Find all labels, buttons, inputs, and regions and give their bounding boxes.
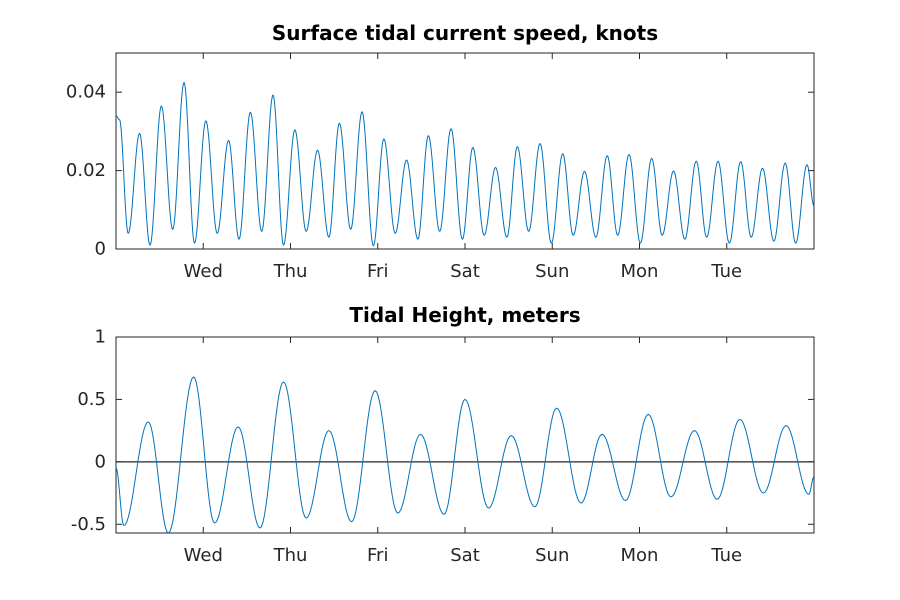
tidal-height-xtick-label-wed: Wed: [184, 545, 223, 566]
tidal-height-x-tick-labels: Wed Thu Fri Sat Sun Mon Tue: [184, 545, 743, 566]
tidal-height-ytick-label-1: 0: [95, 451, 106, 472]
current-speed-axes: [115, 52, 815, 250]
current-speed-xtick-label-fri: Fri: [367, 261, 388, 282]
current-speed-y-tick-labels: 0 0.02 0.04: [66, 82, 106, 260]
current-speed-xtick-label-sun: Sun: [535, 261, 569, 282]
tidal-height-series-line: [115, 376, 815, 534]
current-speed-panel: Surface tidal current speed, knots 0 0.0…: [66, 21, 815, 282]
tidal-height-xtick-label-fri: Fri: [367, 545, 388, 566]
tidal-height-axes: [115, 336, 815, 534]
tidal-height-ytick-label-2: 0.5: [77, 389, 106, 410]
current-speed-x-tick-labels: Wed Thu Fri Sat Sun Mon Tue: [184, 261, 743, 282]
tidal-height-panel: Tidal Height, meters -0.5 0 0.5 1 Wed Th…: [71, 303, 815, 566]
tidal-height-xtick-label-sat: Sat: [450, 545, 480, 566]
current-speed-series-line: [115, 81, 815, 247]
current-speed-xtick-label-sat: Sat: [450, 261, 480, 282]
tidal-height-ytick-label-3: 1: [95, 327, 106, 348]
tidal-height-xtick-label-sun: Sun: [535, 545, 569, 566]
tidal-height-ytick-label-0: -0.5: [71, 514, 106, 535]
current-speed-xtick-label-mon: Mon: [621, 261, 659, 282]
current-speed-xtick-label-thu: Thu: [273, 261, 308, 282]
current-speed-ytick-label-0: 0: [95, 239, 106, 260]
tidal-height-title: Tidal Height, meters: [349, 303, 580, 327]
current-speed-title: Surface tidal current speed, knots: [272, 21, 658, 45]
tidal-height-y-tick-labels: -0.5 0 0.5 1: [71, 327, 106, 535]
current-speed-xtick-label-wed: Wed: [184, 261, 223, 282]
current-speed-ticks: [116, 53, 814, 250]
current-speed-xtick-label-tue: Tue: [710, 261, 742, 282]
current-speed-ytick-label-2: 0.04: [66, 82, 106, 103]
current-speed-ytick-label-1: 0.02: [66, 160, 106, 181]
tidal-height-xtick-label-tue: Tue: [710, 545, 742, 566]
tidal-height-xtick-label-thu: Thu: [273, 545, 308, 566]
tidal-height-xtick-label-mon: Mon: [621, 545, 659, 566]
